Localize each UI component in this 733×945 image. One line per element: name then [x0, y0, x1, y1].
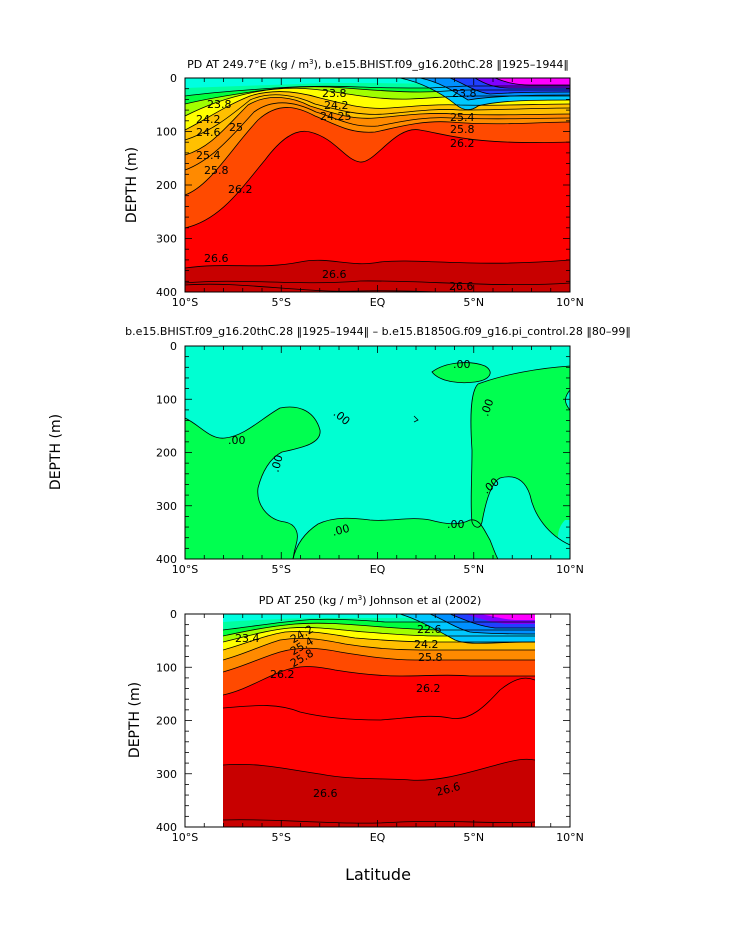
contour-label: 26.6: [322, 268, 347, 281]
x-tick-label: EQ: [370, 563, 386, 576]
y-tick-label: 300: [156, 768, 177, 781]
panel-3: PD AT 250 (kg / m3) Johnson et al (2002): [127, 594, 584, 844]
y-tick-label: 100: [156, 393, 177, 406]
panel-3-contour-lines: [223, 614, 535, 824]
y-tick-label: 100: [156, 126, 177, 139]
contour-label: .00: [331, 522, 351, 539]
contour-label: 26.6: [313, 787, 338, 800]
y-tick-label: 200: [156, 179, 177, 192]
y-tick-label: 200: [156, 715, 177, 728]
y-tick-label: 0: [170, 72, 177, 85]
x-tick-label: 10°N: [556, 563, 584, 576]
panel-2-contour-labels: .00 .00 .00 .00 .00 .00 .00 .00: [228, 358, 502, 539]
contour-label: 25.4: [450, 111, 475, 124]
contour-label: 24.6: [196, 126, 221, 139]
panel-3-title: PD AT 250 (kg / m3) Johnson et al (2002): [259, 594, 482, 607]
panel-2-filled-contours: [185, 346, 570, 559]
contour-label: 26.2: [416, 682, 441, 695]
panel-1-ylabel: DEPTH (m): [124, 147, 140, 223]
contour-label: 25.8: [418, 651, 443, 664]
x-tick-label: EQ: [370, 831, 386, 844]
x-tick-label: EQ: [370, 296, 386, 309]
contour-label: .00: [453, 358, 471, 371]
x-tick-label: 5°S: [272, 563, 291, 576]
x-tick-label: 5°S: [272, 831, 291, 844]
x-tick-label: 10°S: [172, 296, 198, 309]
contour-label: 26.6: [449, 280, 474, 293]
contour-label: 25.8: [450, 123, 475, 136]
contour-label: 25.8: [204, 164, 229, 177]
contour-label: .00: [228, 434, 246, 447]
x-tick-label: 10°N: [556, 831, 584, 844]
panel-1-axes: 10°S 5°S EQ 5°N 10°N 0 100 200 300 400: [156, 72, 584, 309]
panel-2-axes: 10°S 5°S EQ 5°N 10°N 0 100 200 300 400: [156, 340, 584, 576]
y-tick-label: 100: [156, 661, 177, 674]
x-tick-label: 5°N: [463, 296, 484, 309]
panel-1-title: PD AT 249.7°E (kg / m3), b.e15.BHIST.f09…: [187, 58, 569, 71]
y-tick-label: 300: [156, 233, 177, 246]
x-tick-label: 5°N: [463, 831, 484, 844]
contour-label: 23.8: [452, 87, 477, 100]
y-tick-label: 400: [156, 286, 177, 299]
contour-label: 23.8: [322, 87, 347, 100]
contour-label: 26.2: [450, 137, 475, 150]
contour-label: 25: [229, 121, 243, 134]
contour-label: 26.6: [435, 780, 462, 799]
y-tick-label: 0: [170, 608, 177, 621]
contour-label: 26.2: [228, 183, 253, 196]
x-tick-label: 5°S: [272, 296, 291, 309]
panel-2: b.e15.BHIST.f09_g16.20thC.28 ‖1925–1944‖…: [48, 325, 631, 576]
y-tick-label: 400: [156, 821, 177, 834]
contour-label: 26.2: [270, 668, 295, 681]
y-tick-label: 200: [156, 447, 177, 460]
contour-label: 24.2: [324, 99, 349, 112]
panel-1: PD AT 249.7°E (kg / m3), b.e15.BHIST.f09…: [124, 58, 584, 309]
figure-xlabel: Latitude: [345, 865, 411, 884]
panel-3-filled-contours: [223, 614, 535, 827]
contour-label: 24.2: [414, 638, 439, 651]
y-tick-label: 300: [156, 500, 177, 513]
panel-3-ylabel: DEPTH (m): [127, 682, 143, 758]
contour-label: 25.4: [196, 149, 221, 162]
contour-label: 24.2: [196, 113, 221, 126]
panel-1-contour-lines: [185, 78, 570, 292]
contour-label: .00: [478, 397, 496, 418]
panel-2-contour-lines: [185, 362, 570, 559]
panel-2-title: b.e15.BHIST.f09_g16.20thC.28 ‖1925–1944‖…: [125, 325, 631, 338]
panel-3-axes: 10°S 5°S EQ 5°N 10°N 0 100 200 300 400: [156, 608, 584, 844]
y-tick-label: 400: [156, 553, 177, 566]
panel-2-ylabel: DEPTH (m): [48, 414, 64, 490]
x-tick-label: 10°N: [556, 296, 584, 309]
contour-label: 23.8: [207, 98, 232, 111]
contour-label: .00: [269, 453, 286, 473]
contour-label: 26.6: [204, 252, 229, 265]
contour-label: 23.4: [235, 632, 260, 645]
panel-1-contour-labels: 23.8 23.8 23.8 24.2 24.2 24.6 25 25.4 25…: [196, 87, 477, 293]
x-tick-label: 10°S: [172, 563, 198, 576]
contour-label: 22.6: [417, 623, 442, 636]
y-tick-label: 0: [170, 340, 177, 353]
x-tick-label: 10°S: [172, 831, 198, 844]
contour-label: .00: [447, 518, 465, 531]
contour-label: 24.25: [320, 110, 352, 123]
x-tick-label: 5°N: [463, 563, 484, 576]
